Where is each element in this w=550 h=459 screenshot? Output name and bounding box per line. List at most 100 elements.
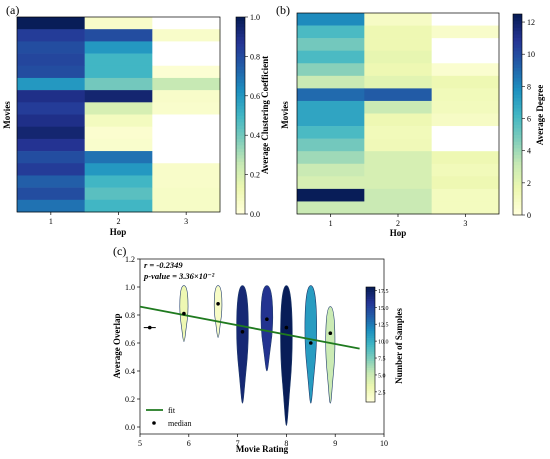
colorbar-swatch	[366, 365, 375, 368]
colorbar-swatch	[236, 210, 245, 215]
colorbar-tick-label: 2.5	[378, 390, 386, 396]
legend: fit median	[146, 406, 192, 428]
colorbar-swatch	[513, 191, 522, 196]
colorbar-swatch	[366, 337, 375, 341]
colorbar-swatch	[513, 117, 522, 122]
colorbar-swatch	[513, 171, 522, 176]
heatmap-cell	[17, 187, 85, 201]
colorbar-swatch	[513, 104, 522, 109]
colorbar-swatch	[366, 356, 375, 359]
colorbar-swatch	[236, 122, 245, 126]
heatmap-a-ylabel: Movies	[2, 101, 12, 129]
colorbar-swatch	[366, 291, 375, 295]
heatmap-cell	[431, 25, 500, 39]
median-marker	[147, 325, 152, 330]
colorbar-swatch	[513, 151, 522, 156]
colorbar-swatch	[513, 158, 522, 162]
heatmap-cell	[17, 175, 85, 188]
heatmap-cell	[84, 126, 153, 140]
colorbar-swatch	[513, 178, 522, 182]
heatmap-cell	[297, 25, 365, 39]
heatmap-cell	[431, 138, 500, 152]
heatmap-cell	[364, 75, 432, 89]
colorbar-swatch	[513, 91, 522, 95]
heatmap-cell	[17, 65, 85, 79]
colorbar-c-label: Number of Samples	[394, 308, 404, 384]
violin-body	[325, 306, 336, 404]
colorbar-swatch	[236, 108, 245, 113]
colorbar-swatch	[366, 293, 375, 297]
colorbar-swatch	[236, 187, 245, 192]
colorbar-swatch	[513, 67, 522, 72]
colorbar-swatch	[366, 314, 375, 318]
colorbar-swatch	[236, 105, 245, 110]
colorbar-tick-label: 0.4	[250, 131, 260, 140]
colorbar-swatch	[366, 296, 375, 299]
median-marker	[265, 317, 269, 322]
colorbar-swatch	[236, 92, 245, 97]
heatmap-cell	[297, 100, 365, 114]
colorbar-swatch	[236, 184, 245, 189]
colorbar-swatch	[236, 168, 245, 172]
colorbar-swatch	[513, 161, 522, 166]
colorbar-swatch	[513, 184, 522, 189]
colorbar-swatch	[513, 81, 522, 85]
colorbar-swatch	[236, 118, 245, 123]
colorbar-swatch	[236, 79, 245, 84]
heatmap-cell	[364, 176, 432, 190]
heatmap-cell	[152, 138, 221, 152]
colorbar-swatch	[366, 346, 375, 350]
colorbar-swatch	[366, 305, 375, 309]
heatmap-cell	[297, 13, 365, 26]
colorbar-swatch	[366, 312, 375, 315]
colorbar-swatch	[513, 77, 522, 82]
colorbar-swatch	[236, 200, 245, 205]
heatmap-cell	[84, 175, 153, 188]
y-tick-label: 0.8	[125, 311, 135, 320]
colorbar-swatch	[236, 138, 245, 143]
colorbar-swatch	[236, 76, 245, 80]
colorbar-tick-label: 7.5	[378, 357, 386, 363]
colorbar-swatch	[236, 161, 245, 166]
x-tick-label: 6	[187, 439, 191, 448]
heatmap-cell	[297, 126, 365, 139]
y-tick-label: 1.2	[125, 255, 135, 264]
colorbar-swatch	[513, 111, 522, 115]
heatmap-cell	[431, 50, 500, 64]
legend-fit-label: fit	[168, 406, 176, 415]
heatmap-cell	[17, 114, 85, 127]
colorbar-swatch	[366, 383, 375, 387]
colorbar-swatch	[236, 39, 245, 44]
heatmap-cell	[431, 63, 500, 77]
heatmap-cell	[84, 65, 153, 79]
colorbar-swatch	[513, 101, 522, 105]
heatmap-cell	[17, 102, 85, 115]
heatmap-cell	[297, 50, 365, 64]
colorbar-swatch	[513, 87, 522, 92]
heatmap-cell	[431, 176, 500, 190]
colorbar-swatch	[513, 57, 522, 62]
colorbar-swatch	[366, 395, 375, 398]
heatmap-cell	[364, 13, 432, 26]
colorbar-swatch	[236, 151, 245, 156]
fit-line	[139, 305, 360, 350]
colorbar-swatch	[366, 349, 375, 352]
colorbar-swatch	[366, 287, 375, 290]
colorbar-swatch	[513, 64, 522, 68]
heatmap-cell	[84, 199, 153, 213]
colorbar-swatch	[236, 164, 245, 169]
heatmap-cell	[297, 88, 365, 102]
colorbar-swatch	[366, 339, 375, 343]
colorbar-tick-label: 15.0	[378, 306, 389, 312]
colorbar-b-label: Average Degree	[535, 85, 545, 145]
colorbar-swatch	[236, 69, 245, 74]
colorbar-swatch	[236, 59, 245, 64]
colorbar-swatch	[366, 328, 375, 332]
heatmap-cell	[84, 29, 153, 42]
colorbar-swatch	[236, 36, 245, 41]
heatmap-cell	[297, 188, 365, 202]
heatmap-cell	[431, 151, 500, 165]
colorbar-swatch	[366, 298, 375, 302]
median-marker	[284, 325, 289, 330]
